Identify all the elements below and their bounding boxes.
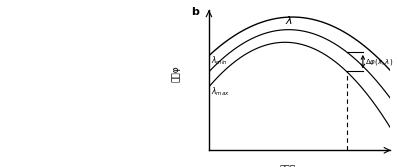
Text: ···: ··· [113, 145, 120, 151]
Text: $\lambda$: $\lambda$ [285, 14, 293, 26]
Text: a: a [8, 17, 15, 27]
Text: b: b [191, 7, 199, 17]
Text: 坐标，x: 坐标，x [280, 166, 301, 167]
Text: ·: · [11, 142, 14, 152]
Text: $\lambda_{min}$: $\lambda_{min}$ [211, 54, 227, 67]
Text: $\Delta\varphi(x,\lambda)$: $\Delta\varphi(x,\lambda)$ [365, 57, 393, 67]
Text: 相位φ: 相位φ [172, 65, 181, 81]
Text: · · ·: · · · [113, 15, 125, 21]
Bar [19, 122, 166, 137]
Text: $\lambda_{max}$: $\lambda_{max}$ [211, 85, 229, 98]
